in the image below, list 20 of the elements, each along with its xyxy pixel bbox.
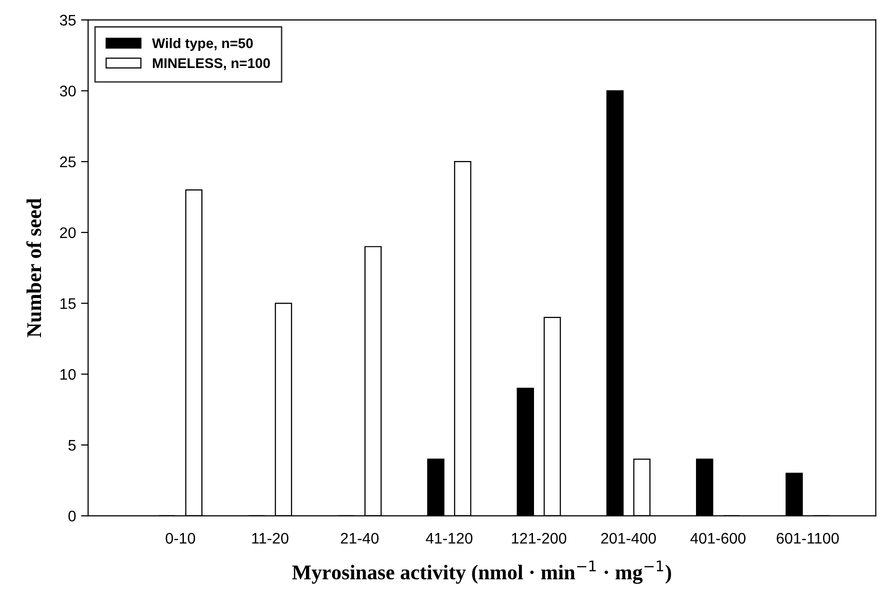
legend-label: MINELESS, n=100 (152, 58, 270, 70)
y-tick-label: 25 (60, 156, 76, 168)
y-tick-label: 5 (68, 440, 76, 451)
x-tick-label: 201-400 (601, 532, 656, 544)
y-tick-label: 10 (60, 369, 76, 380)
y-tick-label: 20 (60, 227, 76, 238)
x-tick-label: 41-120 (426, 532, 472, 544)
x-tick-label: 401-600 (690, 532, 746, 544)
x-tick-label: 0-10 (166, 532, 196, 544)
y-tick-label: 15 (60, 298, 76, 309)
x-tick-label: 11-20 (252, 532, 288, 544)
x-tick-label: 21-40 (340, 532, 379, 544)
x-axis-title: Myrosinase activity (nmol · min$^{−1}$ · mg$^{−1}$) (292, 560, 672, 584)
legend-label: Wild type, n=50 (152, 38, 253, 51)
x-tick-label: 121-200 (512, 532, 566, 544)
y-tick-label: 0 (68, 510, 76, 522)
y-axis-title: Number of seed (26, 198, 42, 338)
y-tick-label: 30 (60, 86, 76, 96)
y-tick-label: 35 (60, 14, 76, 26)
x-tick-label: 601-1100 (776, 532, 839, 544)
